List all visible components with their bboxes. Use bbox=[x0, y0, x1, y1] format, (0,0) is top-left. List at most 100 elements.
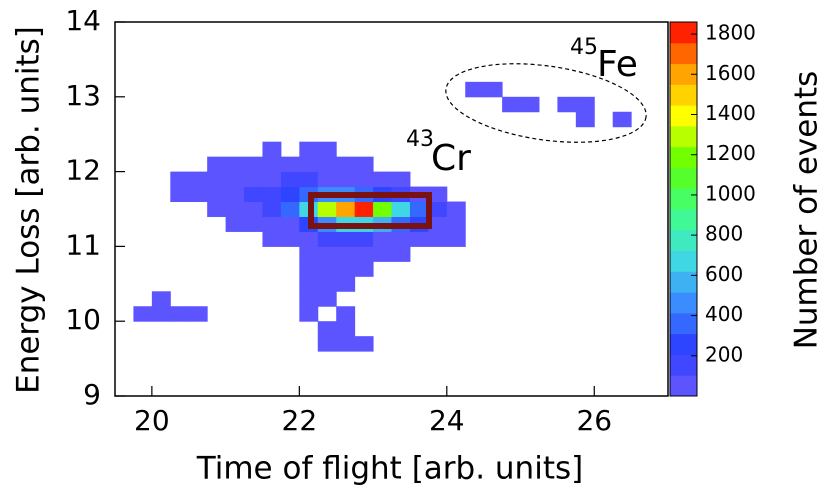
colorbar-tick-label: 600 bbox=[705, 262, 743, 286]
heatmap-cell bbox=[262, 156, 282, 173]
heatmap-cell bbox=[391, 171, 411, 188]
heatmap-cell bbox=[428, 216, 448, 232]
heatmap-cell bbox=[391, 231, 411, 247]
heatmap-cell bbox=[188, 171, 208, 188]
colorbar-frame bbox=[669, 21, 698, 397]
heatmap-cell bbox=[280, 186, 300, 203]
y-tick-label: 12 bbox=[65, 154, 101, 187]
heatmap-cell bbox=[373, 246, 392, 262]
heatmap-cell bbox=[354, 156, 374, 173]
x-tick-label: 26 bbox=[576, 404, 612, 437]
heatmap-cell bbox=[262, 186, 282, 203]
heatmap-cell bbox=[170, 186, 190, 203]
y-tick-label: 14 bbox=[65, 4, 101, 37]
heatmap-cell bbox=[280, 171, 300, 188]
heatmap-cell bbox=[207, 156, 227, 173]
colorbar-band bbox=[670, 375, 697, 397]
annotation-element: Cr bbox=[431, 138, 471, 179]
heatmap-cell bbox=[170, 171, 190, 188]
annotation-mass: 45 bbox=[570, 35, 598, 60]
heatmap-cell bbox=[244, 216, 263, 232]
heatmap-cell bbox=[336, 261, 356, 277]
heatmap-cell bbox=[409, 231, 429, 247]
heatmap-cell bbox=[207, 186, 227, 203]
colorbar-band bbox=[670, 22, 697, 44]
y-axis-label: Energy Loss [arb. units] bbox=[11, 26, 47, 394]
heatmap-cell bbox=[336, 171, 356, 188]
colorbar-band bbox=[670, 84, 697, 106]
heatmap-cell bbox=[299, 261, 319, 277]
heatmap-cell bbox=[354, 231, 374, 247]
heatmap-cell bbox=[373, 201, 392, 217]
heatmap-cell bbox=[262, 141, 282, 158]
heatmap-cell bbox=[262, 231, 282, 247]
heatmap-cell bbox=[317, 246, 337, 262]
heatmap-cell bbox=[354, 201, 374, 217]
heatmap-cell bbox=[465, 81, 485, 98]
heatmap-cell bbox=[575, 96, 595, 113]
colorbar-label: Number of events bbox=[789, 71, 825, 350]
heatmap-cell bbox=[299, 141, 319, 158]
highlight-ellipse bbox=[445, 63, 647, 143]
colorbar-band bbox=[670, 146, 697, 168]
heatmap-cell bbox=[299, 276, 319, 292]
heatmap-cell bbox=[225, 171, 245, 188]
x-tick-label: 20 bbox=[134, 404, 170, 437]
heatmap-cell bbox=[317, 336, 337, 352]
heatmap-cell bbox=[336, 321, 356, 337]
heatmap-cell bbox=[225, 186, 245, 203]
colorbar-tick-label: 200 bbox=[705, 342, 743, 366]
y-tick-label: 10 bbox=[65, 303, 101, 336]
heatmap-cell bbox=[317, 201, 337, 217]
heatmap-cell bbox=[262, 201, 282, 217]
heatmap-cell bbox=[373, 231, 392, 247]
heatmap-cell bbox=[280, 156, 300, 173]
heatmap-cell bbox=[280, 231, 300, 247]
colorbar-band bbox=[670, 42, 697, 65]
colorbar-band bbox=[670, 229, 697, 252]
heatmap-cell bbox=[225, 216, 245, 232]
plot-frame bbox=[114, 21, 669, 397]
heatmap-cell bbox=[244, 186, 263, 203]
colorbar-tick-label: 400 bbox=[705, 302, 743, 326]
heatmap-cell bbox=[207, 201, 227, 217]
colorbar-tick-label: 1400 bbox=[705, 101, 756, 125]
heatmap-cell bbox=[262, 171, 282, 188]
heatmap-cell bbox=[446, 201, 466, 217]
heatmap-cell bbox=[336, 306, 356, 322]
heatmap-cell bbox=[520, 96, 540, 113]
heatmap-cell bbox=[391, 246, 411, 262]
colorbar-band bbox=[670, 105, 697, 127]
colorbar-band bbox=[670, 125, 697, 148]
heatmap-cell bbox=[299, 156, 319, 173]
heatmap-cell bbox=[317, 276, 337, 292]
heatmap-cell bbox=[280, 201, 300, 217]
heatmap-cell bbox=[354, 246, 374, 262]
heatmap-cell bbox=[391, 201, 411, 217]
colorbar-band bbox=[670, 167, 697, 189]
heatmap-cell bbox=[428, 201, 448, 217]
heatmap-cell bbox=[317, 321, 337, 337]
colorbar-band bbox=[670, 271, 697, 293]
annotation-mass: 43 bbox=[406, 127, 434, 152]
heatmap-cell bbox=[373, 171, 392, 188]
heatmap-cell bbox=[299, 171, 319, 188]
heatmap-cell bbox=[244, 156, 263, 173]
heatmap-cell bbox=[188, 186, 208, 203]
heatmap-cell bbox=[354, 336, 374, 352]
heatmap-cells bbox=[133, 81, 632, 352]
heatmap-cell bbox=[244, 171, 263, 188]
colorbar-band bbox=[670, 354, 697, 376]
heatmap-cell bbox=[557, 96, 577, 113]
heatmap-cell bbox=[502, 96, 522, 113]
heatmap-cell bbox=[409, 201, 429, 217]
colorbar-tick-label: 1000 bbox=[705, 181, 756, 205]
heatmap-cell bbox=[299, 306, 319, 322]
heatmap-cell bbox=[299, 231, 319, 247]
colorbar: 200 400 600 800 1000 1200 1400 1600 1800 bbox=[669, 21, 756, 397]
y-tick-label: 11 bbox=[65, 228, 101, 261]
heatmap-cell bbox=[317, 141, 337, 158]
heatmap-cell bbox=[170, 306, 190, 322]
colorbar-tick-label: 1600 bbox=[705, 61, 756, 85]
